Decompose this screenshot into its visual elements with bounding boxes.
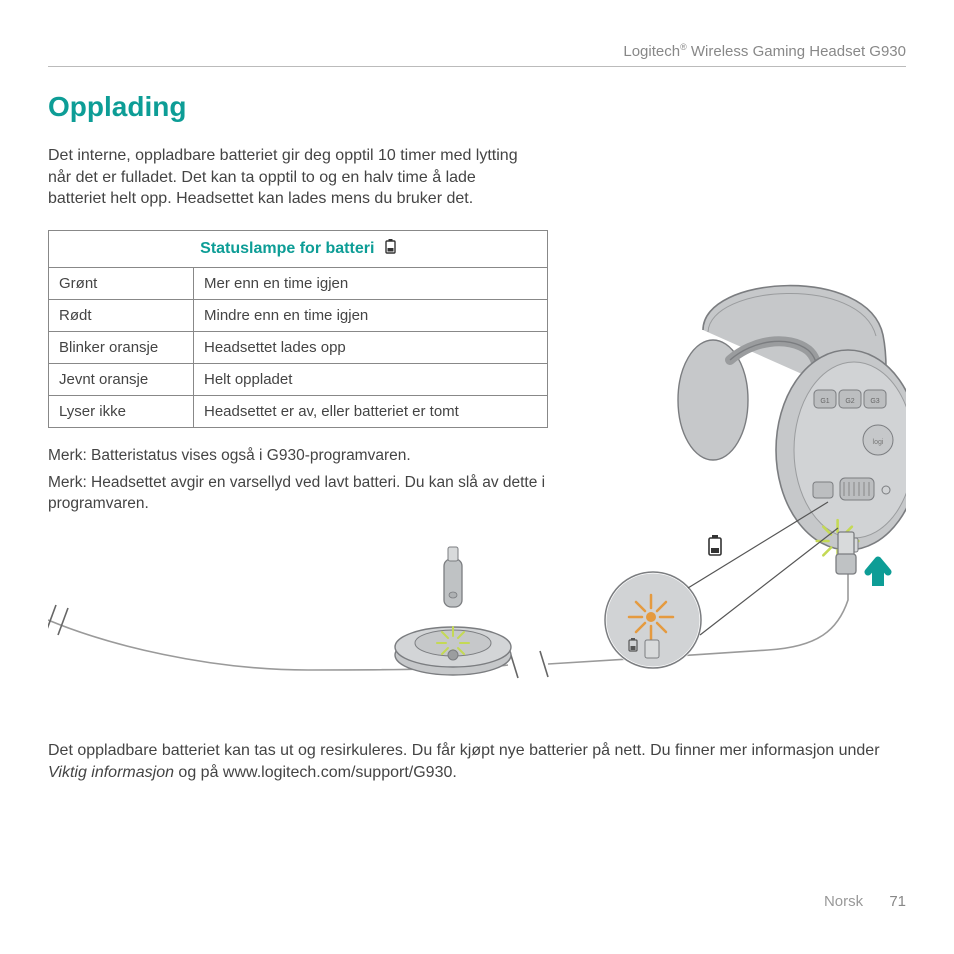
product-name: Wireless Gaming Headset G930 <box>687 43 906 60</box>
table-row: Blinker oransjeHeadsettet lades opp <box>49 331 548 363</box>
battery-icon-diagram <box>709 535 721 555</box>
cell: Blinker oransje <box>49 331 194 363</box>
page-title: Opplading <box>48 91 906 123</box>
cell: Mer enn en time igjen <box>194 267 548 299</box>
cell: Lyser ikke <box>49 395 194 427</box>
notes: Merk: Batteristatus vises også i G930-pr… <box>48 446 568 515</box>
cell: Grønt <box>49 267 194 299</box>
table-header-text: Statuslampe for batteri <box>200 240 374 257</box>
intro-paragraph: Det interne, oppladbare batteriet gir de… <box>48 145 538 210</box>
table-header: Statuslampe for batteri <box>49 230 548 267</box>
left-column: Statuslampe for batteri GrøntMer enn en … <box>48 230 568 521</box>
header-product-text: Logitech® Wireless Gaming Headset G930 <box>623 42 906 60</box>
note-2: Merk: Headsettet avgir en varsellyd ved … <box>48 473 568 515</box>
status-table: Statuslampe for batteri GrøntMer enn en … <box>48 230 548 428</box>
cell: Rødt <box>49 299 194 331</box>
cell: Headsettet lades opp <box>194 331 548 363</box>
cell: Jevnt oransje <box>49 363 194 395</box>
bottom-italic: Viktig informasjon <box>48 764 174 781</box>
table-row: Jevnt oransjeHelt oppladet <box>49 363 548 395</box>
cell: Helt oppladet <box>194 363 548 395</box>
bottom-paragraph: Det oppladbare batteriet kan tas ut og r… <box>48 740 906 783</box>
reg-mark: ® <box>680 42 687 52</box>
footer-lang: Norsk <box>824 893 863 910</box>
cell: Headsettet er av, eller batteriet er tom… <box>194 395 548 427</box>
bottom-pre: Det oppladbare batteriet kan tas ut og r… <box>48 742 880 759</box>
table-row: RødtMindre enn en time igjen <box>49 299 548 331</box>
table-row: Lyser ikkeHeadsettet er av, eller batter… <box>49 395 548 427</box>
brand: Logitech <box>623 43 680 60</box>
cell: Mindre enn en time igjen <box>194 299 548 331</box>
footer-page: 71 <box>889 893 906 910</box>
battery-icon <box>385 239 396 259</box>
bottom-post: og på www.logitech.com/support/G930. <box>174 764 457 781</box>
table-row: GrøntMer enn en time igjen <box>49 267 548 299</box>
page-footer: Norsk 71 <box>824 893 906 910</box>
header-bar: Logitech® Wireless Gaming Headset G930 <box>48 42 906 67</box>
up-arrow-icon <box>866 558 890 586</box>
content-row: Statuslampe for batteri GrøntMer enn en … <box>48 230 906 521</box>
note-1: Merk: Batteristatus vises også i G930-pr… <box>48 446 568 467</box>
